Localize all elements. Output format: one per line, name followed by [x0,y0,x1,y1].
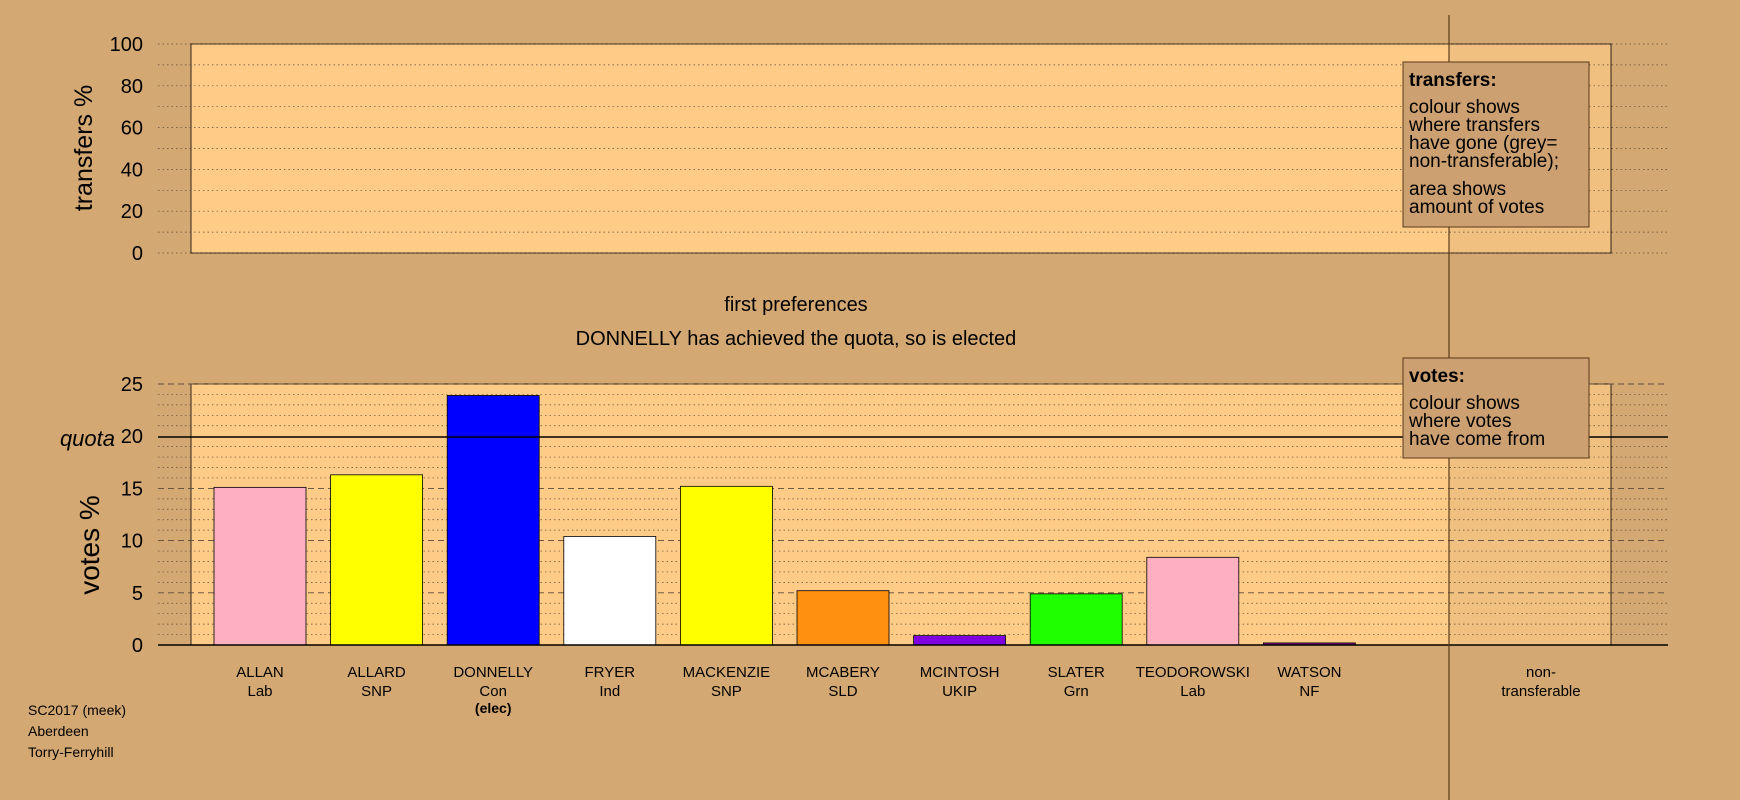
vote-bar-fryer [563,536,657,646]
non-transferable-label-line-2: transferable [1501,683,1580,700]
vote-bar-allard [330,474,424,646]
vote-bar-mcabery [796,590,890,646]
transfers-legend-line-2: where transfers [1408,115,1540,136]
stage-title: first preferences [724,294,867,316]
vote-bar-slater [1029,593,1123,646]
footer-council: Aberdeen [28,723,89,739]
stage-subtitle: DONNELLY has achieved the quota, so is e… [576,328,1017,350]
candidate-name-label: ALLARD [347,664,406,681]
transfers-y-axis-label: transfers % [70,85,98,211]
non-transferable-label-line-1: non- [1526,664,1556,681]
votes-y-axis-label: votes % [74,495,105,595]
votes-y-ticks: 0 5 10 15 20 25 [121,374,143,657]
transfers-legend-line-4: non-transferable); [1409,151,1559,172]
transfers-legend-title: transfers: [1409,70,1497,91]
votes-legend: votes: colour shows where votes have com… [1402,357,1590,459]
candidate-name-label: SLATER [1048,664,1105,681]
footer-caption: SC2017 (meek) Aberdeen Torry-Ferryhill [28,702,126,760]
votes-legend-line-3: have come from [1409,429,1545,450]
votes-y-tick-label: 10 [121,531,143,553]
transfers-y-tick-label: 20 [121,201,143,223]
vote-bar-allan [213,486,307,646]
transfers-y-tick-label: 40 [121,159,143,181]
candidate-party-label: Lab [1180,683,1205,700]
candidate-party-label: Con [479,683,507,700]
transfers-legend-line-1: colour shows [1409,97,1520,118]
candidate-party-label: Ind [599,683,620,700]
votes-y-tick-label: 5 [132,583,143,605]
candidate-name-label: MCABERY [806,664,880,681]
candidate-party-label: UKIP [942,683,977,700]
transfers-legend-box [1402,61,1590,228]
footer-ward: Torry-Ferryhill [28,744,114,760]
transfers-y-tick-label: 100 [110,34,143,56]
votes-y-tick-label: 20 [121,426,143,448]
transfers-legend: transfers: colour shows where transfers … [1402,61,1590,228]
candidate-party-label: NF [1299,683,1319,700]
candidate-name-label: FRYER [585,664,636,681]
candidate-name-label: WATSON [1277,664,1341,681]
candidate-party-label: SNP [711,683,742,700]
votes-legend-title: votes: [1409,366,1465,387]
transfers-y-tick-label: 60 [121,118,143,140]
transfers-y-tick-label: 80 [121,76,143,98]
candidate-name-label: MACKENZIE [683,664,771,681]
votes-y-tick-label: 15 [121,478,143,500]
votes-legend-line-2: where votes [1408,411,1511,432]
transfers-legend-line-5: area shows [1409,179,1506,200]
candidate-name-label: ALLAN [236,664,284,681]
transfers-y-ticks: 0 20 40 60 80 100 [110,34,143,265]
candidate-labels: ALLAN Lab ALLARD SNP DONNELLY Con(elec) FRYER I… [236,664,1341,716]
candidate-name-label: TEODOROWSKI [1136,664,1250,681]
candidate-party-label: SNP [361,683,392,700]
transfers-legend-line-6: amount of votes [1409,197,1544,218]
vote-bar-mcintosh [913,635,1006,646]
votes-legend-line-1: colour shows [1409,393,1520,414]
candidate-status-label: (elec) [475,700,512,716]
vote-bar-teodorowski [1146,556,1240,646]
vote-bar-donnelly [446,395,540,646]
quota-label: quota [60,426,115,451]
candidate-name-label: DONNELLY [453,664,533,681]
candidate-party-label: SLD [828,683,857,700]
footer-election: SC2017 (meek) [28,702,126,718]
transfers-legend-line-3: have gone (grey= [1409,133,1557,154]
candidate-party-label: Grn [1064,683,1089,700]
votes-y-tick-label: 25 [121,374,143,396]
candidate-name-label: MCINTOSH [920,664,1000,681]
transfers-y-tick-label: 0 [132,243,143,265]
votes-y-tick-label: 0 [132,635,143,657]
candidate-party-label: Lab [247,683,272,700]
vote-bar-mackenzie [680,485,773,646]
votes-legend-box [1402,357,1590,459]
